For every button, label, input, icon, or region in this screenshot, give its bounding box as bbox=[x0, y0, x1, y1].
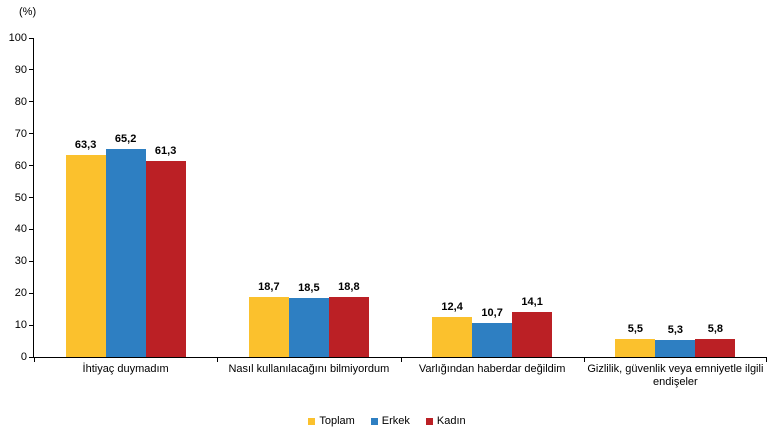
x-axis-tick-mark bbox=[400, 358, 402, 362]
bar-value-label: 5,5 bbox=[627, 323, 644, 336]
x-axis-category-label: Nasıl kullanılacağını bilmiyordum bbox=[228, 363, 390, 375]
y-axis-tick-label: 30 bbox=[14, 255, 27, 268]
y-axis-tick-label: 50 bbox=[14, 191, 27, 204]
x-axis-tick-mark bbox=[583, 358, 585, 362]
bar-value-label: 14,1 bbox=[521, 296, 543, 309]
bar-erkek bbox=[105, 149, 146, 357]
y-axis-tick-mark bbox=[29, 292, 33, 294]
bar-value-label: 63,3 bbox=[74, 139, 97, 152]
x-axis-category-label: İhtiyaç duymadım bbox=[82, 363, 169, 375]
x-axis-tick-mark bbox=[766, 358, 767, 362]
y-axis-tick-label: 40 bbox=[14, 223, 27, 236]
bar-value-label: 18,8 bbox=[338, 281, 360, 294]
legend-swatch-icon bbox=[370, 417, 378, 425]
y-axis-tick-label: 90 bbox=[14, 63, 27, 76]
bar-kadın bbox=[145, 161, 186, 357]
bar-value-label: 5,8 bbox=[707, 322, 724, 335]
bar-toplam bbox=[248, 297, 289, 357]
y-axis-tick-label: 60 bbox=[14, 159, 27, 172]
y-axis-tick-mark bbox=[29, 165, 33, 167]
y-axis-unit-label: (%) bbox=[19, 6, 37, 18]
legend-label: Erkek bbox=[381, 415, 410, 427]
plot-area: 63,3 65,2 61,3 İhtiyaç duymadım 18,7 18,5 18,8… bbox=[29, 37, 767, 388]
bar-value-label: 12,4 bbox=[441, 301, 463, 314]
bar-erkek bbox=[472, 322, 513, 357]
legend: Toplam Erkek Kadın bbox=[0, 415, 774, 427]
y-axis-tick-mark bbox=[29, 356, 33, 358]
x-axis-tick-mark bbox=[34, 358, 35, 362]
bar-value-label: 65,2 bbox=[114, 133, 137, 146]
legend-item-erkek: Erkek bbox=[370, 415, 410, 427]
bar-toplam bbox=[65, 155, 106, 357]
y-axis-tick-mark bbox=[29, 133, 33, 135]
y-axis-tick-label: 80 bbox=[14, 95, 27, 108]
y-axis-tick-mark bbox=[29, 260, 33, 262]
y-axis-tick-label: 70 bbox=[14, 127, 27, 140]
y-axis-tick-label: 10 bbox=[14, 319, 27, 332]
bar-erkek bbox=[655, 340, 696, 357]
y-axis-tick-mark bbox=[29, 69, 33, 71]
bar-toplam bbox=[615, 339, 656, 357]
y-axis-tick-mark bbox=[29, 228, 33, 230]
bar-value-label: 61,3 bbox=[154, 145, 177, 158]
bar-kadın bbox=[695, 338, 736, 357]
y-axis-tick-label: 0 bbox=[20, 351, 27, 363]
y-axis-tick-mark bbox=[29, 37, 33, 39]
legend-label: Kadın bbox=[436, 415, 466, 427]
legend-swatch-icon bbox=[308, 417, 316, 425]
y-axis-tick-mark bbox=[29, 324, 33, 326]
bar-toplam bbox=[432, 317, 473, 357]
legend-item-toplam: Toplam bbox=[308, 415, 355, 427]
bar-value-label: 5,3 bbox=[667, 324, 684, 337]
bar-value-label: 18,5 bbox=[298, 282, 320, 294]
bar-erkek bbox=[288, 298, 329, 357]
legend-label: Toplam bbox=[319, 415, 355, 427]
bar-value-label: 18,7 bbox=[258, 281, 280, 294]
legend-swatch-icon bbox=[425, 417, 433, 425]
y-axis-tick-mark bbox=[29, 197, 33, 198]
y-axis-tick-label: 100 bbox=[8, 32, 27, 44]
legend-item-kadın: Kadın bbox=[425, 415, 466, 427]
x-axis-category-label: Gizlilik, güvenlik veya emniyetle ilgili… bbox=[587, 363, 764, 388]
x-axis-category-label: Varlığından haberdar değildim bbox=[418, 363, 566, 375]
y-axis-tick-mark bbox=[29, 101, 33, 103]
bar-value-label: 10,7 bbox=[481, 306, 503, 319]
bar-kadın bbox=[512, 312, 553, 357]
bar-kadın bbox=[328, 297, 369, 357]
y-axis-tick-label: 20 bbox=[14, 287, 27, 300]
x-axis-tick-mark bbox=[217, 358, 219, 362]
